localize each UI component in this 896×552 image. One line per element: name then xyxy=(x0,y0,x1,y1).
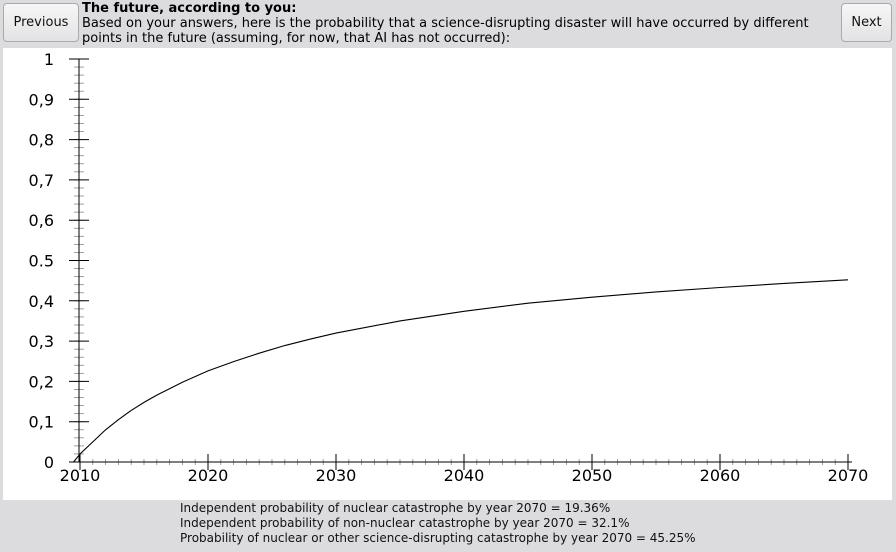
y-tick-label: 0,1 xyxy=(29,413,54,432)
x-tick-label: 2020 xyxy=(188,466,229,485)
summary-footer: Independent probability of nuclear catas… xyxy=(180,501,696,546)
combined-probability-text: Probability of nuclear or other science-… xyxy=(180,531,696,545)
y-tick-label: 0.5 xyxy=(29,252,54,271)
x-tick-label: 2040 xyxy=(444,466,485,485)
x-tick-label: 2070 xyxy=(828,466,869,485)
x-tick-label: 2010 xyxy=(60,466,101,485)
probability-chart: 00,10,20,30,40.50,60,70,80,91 2010 2020 20… xyxy=(29,50,869,485)
page-title: The future, according to you: xyxy=(82,1,297,16)
x-tick-labels: 2010 2020 2030 2040 2050 2060 2070 xyxy=(60,466,869,485)
y-tick-label: 0,9 xyxy=(29,90,54,109)
nuclear-probability-text: Independent probability of nuclear catas… xyxy=(180,501,611,515)
y-tick-labels: 0 0,1 0,2 0,3 0,4 0.5 0,6 0,7 0,8 0,9 1 xyxy=(29,50,54,472)
y-tick-label: 0,8 xyxy=(29,131,54,150)
probability-line xyxy=(73,279,849,463)
plot-area: 0 0,1 0,2 0,3 0,4 0.5 0,6 0,7 0,8 0,9 1 2010 2020 20… xyxy=(3,48,892,500)
y-tick-label: 0 xyxy=(44,453,54,472)
y-tick-label: 0,3 xyxy=(29,332,54,351)
page-description: Based on your answers, here is the proba… xyxy=(82,16,809,46)
previous-button[interactable]: Previous xyxy=(3,3,79,42)
y-tick-label: 1 xyxy=(44,50,54,69)
next-button[interactable]: Next xyxy=(841,3,892,42)
y-tick-label: 0,2 xyxy=(29,372,54,391)
x-tick-label: 2030 xyxy=(316,466,357,485)
y-tick-label: 0,4 xyxy=(29,292,54,311)
y-tick-label: 0,7 xyxy=(29,171,54,190)
y-tick-label: 0,6 xyxy=(29,211,54,230)
x-tick-label: 2060 xyxy=(700,466,741,485)
x-tick-label: 2050 xyxy=(572,466,613,485)
non-nuclear-probability-text: Independent probability of non-nuclear c… xyxy=(180,516,630,530)
page-header: The future, according to you: Based on y… xyxy=(82,1,834,46)
